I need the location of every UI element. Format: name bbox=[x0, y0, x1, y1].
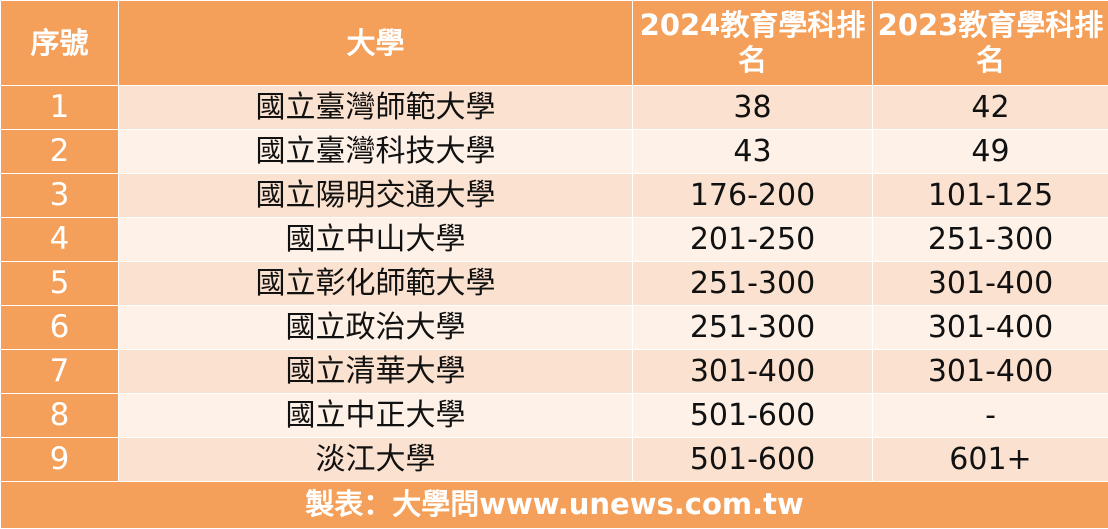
row-index: 4 bbox=[1, 218, 119, 262]
row-rank-2024: 43 bbox=[633, 130, 873, 174]
row-rank-2023: 49 bbox=[873, 130, 1108, 174]
row-rank-2023: 101-125 bbox=[873, 174, 1108, 218]
row-rank-2024: 176-200 bbox=[633, 174, 873, 218]
row-rank-2024: 38 bbox=[633, 86, 873, 130]
row-rank-2024: 251-300 bbox=[633, 262, 873, 306]
row-index: 2 bbox=[1, 130, 119, 174]
row-index: 9 bbox=[1, 438, 119, 482]
header-rank-2024: 2024教育學科排名 bbox=[633, 1, 873, 86]
row-university: 國立中正大學 bbox=[119, 394, 633, 438]
row-university: 國立中山大學 bbox=[119, 218, 633, 262]
row-rank-2023: 42 bbox=[873, 86, 1108, 130]
row-rank-2024: 251-300 bbox=[633, 306, 873, 350]
table-row: 7 國立清華大學 301-400 301-400 bbox=[1, 350, 1108, 394]
row-university: 國立政治大學 bbox=[119, 306, 633, 350]
table-row: 3 國立陽明交通大學 176-200 101-125 bbox=[1, 174, 1108, 218]
header-index: 序號 bbox=[1, 1, 119, 86]
table-row: 2 國立臺灣科技大學 43 49 bbox=[1, 130, 1108, 174]
table-row: 9 淡江大學 501-600 601+ bbox=[1, 438, 1108, 482]
table-row: 4 國立中山大學 201-250 251-300 bbox=[1, 218, 1108, 262]
row-rank-2023: 301-400 bbox=[873, 262, 1108, 306]
row-rank-2024: 501-600 bbox=[633, 394, 873, 438]
row-rank-2024: 501-600 bbox=[633, 438, 873, 482]
row-university: 國立臺灣科技大學 bbox=[119, 130, 633, 174]
row-university: 國立臺灣師範大學 bbox=[119, 86, 633, 130]
table-row: 1 國立臺灣師範大學 38 42 bbox=[1, 86, 1108, 130]
row-rank-2024: 201-250 bbox=[633, 218, 873, 262]
row-index: 8 bbox=[1, 394, 119, 438]
row-rank-2023: 251-300 bbox=[873, 218, 1108, 262]
row-rank-2023: 301-400 bbox=[873, 306, 1108, 350]
row-university: 國立清華大學 bbox=[119, 350, 633, 394]
header-university: 大學 bbox=[119, 1, 633, 86]
row-rank-2024: 301-400 bbox=[633, 350, 873, 394]
footer-row: 製表：大學問www.unews.com.tw bbox=[1, 482, 1108, 529]
row-index: 3 bbox=[1, 174, 119, 218]
table-footer-credit: 製表：大學問www.unews.com.tw bbox=[1, 482, 1108, 529]
row-index: 1 bbox=[1, 86, 119, 130]
row-rank-2023: 301-400 bbox=[873, 350, 1108, 394]
row-index: 6 bbox=[1, 306, 119, 350]
table-row: 8 國立中正大學 501-600 - bbox=[1, 394, 1108, 438]
row-university: 國立陽明交通大學 bbox=[119, 174, 633, 218]
header-rank-2023: 2023教育學科排名 bbox=[873, 1, 1108, 86]
table-row: 5 國立彰化師範大學 251-300 301-400 bbox=[1, 262, 1108, 306]
row-university: 國立彰化師範大學 bbox=[119, 262, 633, 306]
row-university: 淡江大學 bbox=[119, 438, 633, 482]
table-row: 6 國立政治大學 251-300 301-400 bbox=[1, 306, 1108, 350]
row-rank-2023: 601+ bbox=[873, 438, 1108, 482]
header-row: 序號 大學 2024教育學科排名 2023教育學科排名 bbox=[1, 1, 1108, 86]
row-index: 5 bbox=[1, 262, 119, 306]
row-rank-2023: - bbox=[873, 394, 1108, 438]
row-index: 7 bbox=[1, 350, 119, 394]
